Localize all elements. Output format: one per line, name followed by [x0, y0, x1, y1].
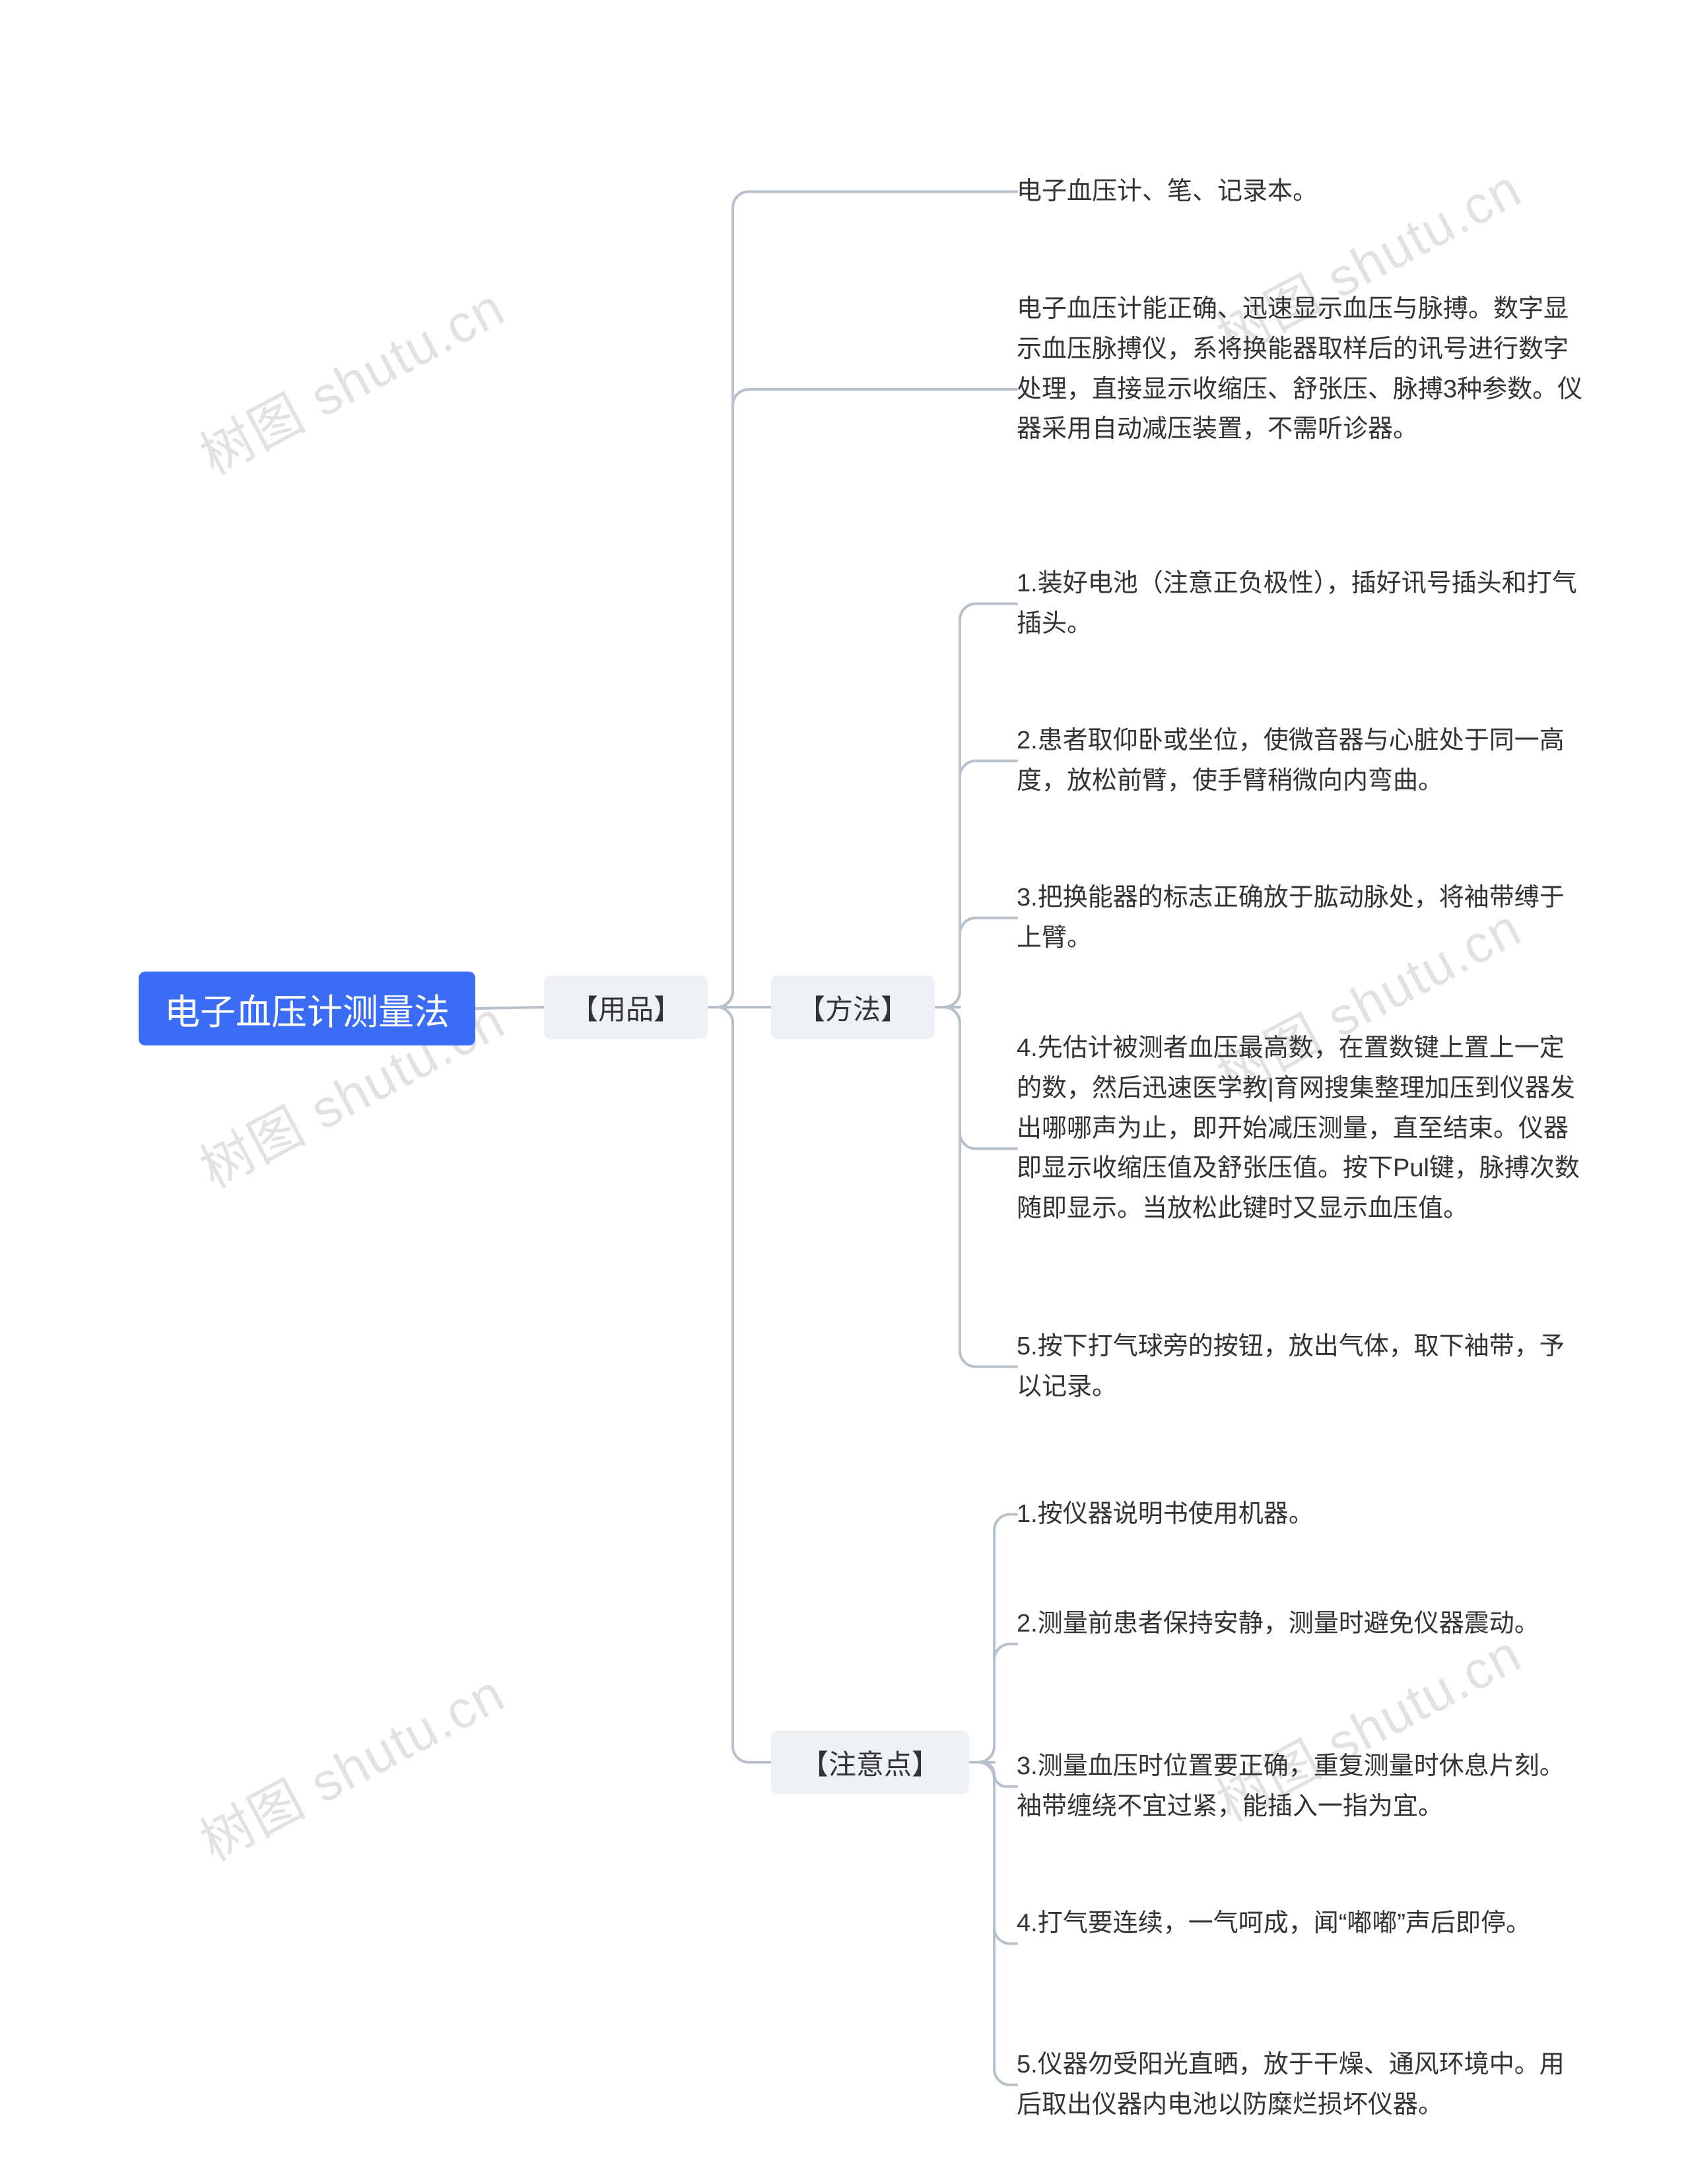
- sub-label: 【方法】: [797, 987, 908, 1028]
- mindmap-canvas: 树图 shutu.cn 树图 shutu.cn 树图 shutu.cn 树图 s…: [0, 0, 1690, 2184]
- sub-node-method[interactable]: 【方法】: [771, 976, 935, 1039]
- leaf-method-item: 4.先估计被测者血压最高数，在置数键上置上一定的数，然后迅速医学教|育网搜集整理…: [1017, 1028, 1584, 1229]
- leaf-method-item: 3.把换能器的标志正确放于肱动脉处，将袖带缚于上臂。: [1017, 878, 1584, 958]
- leaf-note-item: 2.测量前患者保持安静，测量时避免仪器震动。: [1017, 1604, 1539, 1644]
- sub-node-notes[interactable]: 【注意点】: [771, 1731, 969, 1794]
- leaf-method-item: 1.装好电池（注意正负极性），插好讯号插头和打气插头。: [1017, 564, 1584, 644]
- leaf-note-item: 3.测量血压时位置要正确，重复测量时休息片刻。袖带缠绕不宜过紧，能插入一指为宜。: [1017, 1746, 1584, 1827]
- leaf-supplies-item: 电子血压计、笔、记录本。: [1017, 172, 1318, 212]
- leaf-supplies-item: 电子血压计能正确、迅速显示血压与脉搏。数字显示血压脉搏仪，系将换能器取样后的讯号…: [1017, 289, 1584, 449]
- sub-label: 【用品】: [570, 987, 681, 1028]
- root-node[interactable]: 电子血压计测量法: [139, 972, 475, 1045]
- leaf-method-item: 5.按下打气球旁的按钮，放出气体，取下袖带，予以记录。: [1017, 1327, 1584, 1407]
- watermark: 树图 shutu.cn: [185, 1651, 516, 1876]
- watermark: 树图 shutu.cn: [185, 265, 516, 490]
- root-label: 电子血压计测量法: [164, 983, 450, 1035]
- leaf-note-item: 1.按仪器说明书使用机器。: [1017, 1494, 1314, 1535]
- sub-node-supplies[interactable]: 【用品】: [544, 976, 708, 1039]
- leaf-note-item: 5.仪器勿受阳光直晒，放于干燥、通风环境中。用后取出仪器内电池以防糜烂损坏仪器。: [1017, 2045, 1584, 2125]
- leaf-method-item: 2.患者取仰卧或坐位，使微音器与心脏处于同一高度，放松前臂，使手臂稍微向内弯曲。: [1017, 721, 1584, 801]
- leaf-note-item: 4.打气要连续，一气呵成，闻“嘟嘟”声后即停。: [1017, 1903, 1531, 1944]
- sub-label: 【注意点】: [801, 1742, 939, 1783]
